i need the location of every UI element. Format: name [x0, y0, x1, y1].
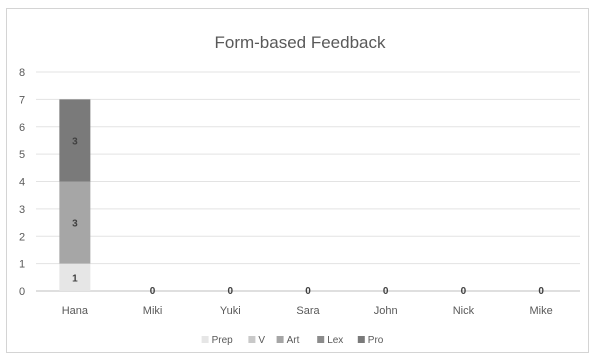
data-label-hana-art: 3 [72, 219, 78, 230]
legend-swatch-pro [357, 336, 365, 343]
x-tick-label-john: John [374, 305, 398, 317]
legend: Prep V Art Lex Pro [201, 335, 384, 346]
x-tick-label-hana: Hana [62, 305, 89, 317]
legend-label-prep: Prep [212, 335, 234, 346]
data-label-miki: 0 [150, 286, 156, 297]
x-axis: Hana Miki Yuki Sara John Nick Mike [62, 305, 553, 317]
legend-label-lex: Lex [327, 335, 343, 346]
y-tick-label-2: 2 [19, 231, 25, 243]
x-tick-label-nick: Nick [453, 305, 475, 317]
y-axis: 0 1 2 3 4 5 6 7 8 [19, 67, 25, 298]
gridlines [36, 71, 580, 292]
y-tick-label-3: 3 [19, 204, 25, 216]
data-label-hana-pro: 3 [72, 136, 78, 147]
data-label-hana-prep: 1 [72, 273, 78, 284]
legend-label-art: Art [287, 335, 300, 346]
y-tick-label-6: 6 [19, 122, 25, 134]
legend-swatch-lex [317, 336, 325, 343]
chart-frame [6, 8, 589, 353]
x-tick-label-miki: Miki [143, 305, 163, 317]
bar-hana-prep [59, 263, 91, 291]
data-label-nick: 0 [461, 286, 467, 297]
legend-label-pro: Pro [368, 335, 384, 346]
data-label-sara: 0 [305, 286, 311, 297]
data-label-mike: 0 [538, 286, 544, 297]
bar-hana-pro [59, 99, 91, 182]
legend-swatch-v [248, 336, 256, 343]
y-tick-label-8: 8 [19, 67, 25, 79]
x-tick-label-sara: Sara [296, 305, 320, 317]
y-tick-label-1: 1 [19, 259, 25, 271]
legend-swatch-prep [201, 336, 209, 343]
bar-hana-art [59, 181, 91, 264]
data-label-john: 0 [383, 286, 389, 297]
y-tick-label-5: 5 [19, 149, 25, 161]
legend-swatch-art [276, 336, 284, 343]
chart-title: Form-based Feedback [214, 33, 386, 52]
y-tick-label-0: 0 [19, 286, 25, 298]
y-tick-label-4: 4 [19, 177, 25, 189]
legend-label-v: V [258, 335, 265, 346]
y-tick-label-7: 7 [19, 94, 25, 106]
x-tick-label-mike: Mike [530, 305, 553, 317]
x-tick-label-yuki: Yuki [220, 305, 241, 317]
bars: 1 3 3 0 0 0 0 0 0 [59, 99, 544, 297]
data-label-yuki: 0 [228, 286, 234, 297]
